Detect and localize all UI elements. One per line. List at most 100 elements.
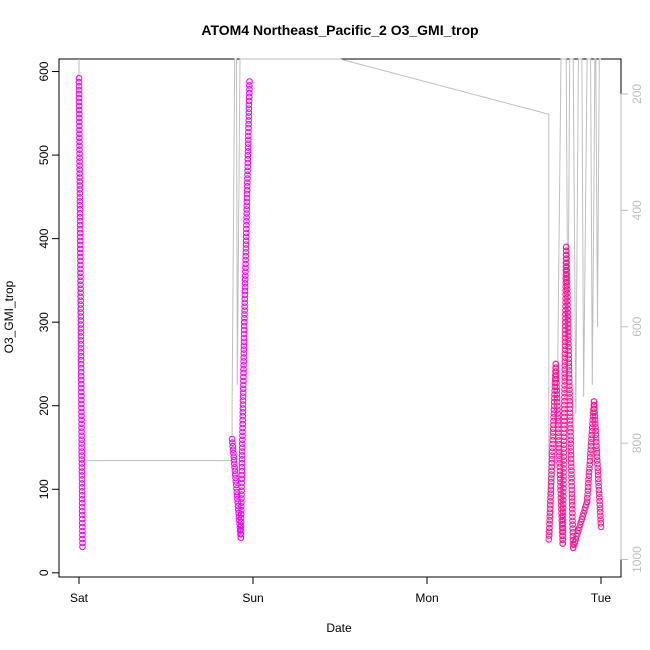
data-point: [239, 409, 247, 416]
y-right-tick-label: 800: [630, 433, 644, 453]
data-point: [553, 398, 561, 406]
data-point: [77, 325, 85, 332]
x-tick-label: Sat: [70, 591, 89, 605]
data-point: [566, 413, 574, 421]
data-point: [553, 379, 560, 387]
data-point: [565, 374, 573, 382]
data-point: [241, 299, 248, 307]
data-point: [238, 452, 246, 459]
data-point: [245, 117, 252, 124]
data-point: [592, 427, 600, 435]
data-point: [564, 316, 572, 324]
data-point: [239, 397, 247, 404]
data-point: [77, 349, 85, 356]
data-point: [560, 449, 568, 456]
data-point: [244, 171, 251, 178]
data-point: [240, 358, 247, 365]
data-point: [238, 499, 245, 506]
data-point: [76, 130, 83, 138]
series-layer: [75, 74, 605, 552]
data-point: [76, 229, 84, 237]
data-point: [563, 255, 570, 262]
data-point: [553, 383, 560, 391]
data-point: [568, 482, 576, 490]
data-point: [77, 313, 85, 320]
data-point: [79, 531, 86, 539]
data-point: [78, 444, 85, 451]
data-point: [77, 356, 85, 364]
data-point: [595, 475, 602, 483]
data-point: [596, 497, 603, 505]
data-point: [76, 166, 83, 173]
data-point: [241, 303, 248, 311]
y-axis-label: O3_GMI_trop: [2, 280, 16, 353]
data-point: [563, 251, 570, 258]
data-point: [554, 406, 561, 414]
data-point: [78, 468, 86, 475]
data-point: [76, 213, 84, 221]
data-point: [565, 340, 572, 347]
data-point: [78, 492, 86, 499]
data-point: [77, 337, 85, 344]
series-2: [545, 243, 605, 552]
data-point: [240, 381, 247, 389]
data-point: [77, 305, 84, 312]
data-point: [239, 436, 246, 444]
data-point: [237, 534, 245, 542]
data-point: [243, 210, 250, 217]
data-point: [565, 355, 573, 363]
data-point: [562, 275, 570, 282]
data-point: [576, 524, 583, 532]
data-point: [566, 390, 573, 397]
data-point: [78, 380, 85, 388]
data-point: [580, 510, 587, 517]
data-point: [547, 494, 554, 501]
data-point: [244, 152, 252, 159]
data-point: [239, 444, 246, 451]
data-point: [596, 501, 604, 509]
series-1: [75, 74, 253, 551]
data-point: [245, 132, 252, 140]
data-point: [552, 364, 560, 372]
data-point: [236, 527, 244, 535]
data-point: [241, 318, 248, 326]
data-point: [78, 384, 85, 392]
data-point: [77, 309, 84, 316]
data-point: [568, 467, 575, 474]
data-point: [238, 495, 245, 502]
data-point: [76, 134, 83, 142]
data-point: [567, 436, 575, 444]
data-point: [245, 124, 252, 132]
data-point: [554, 414, 562, 421]
data-point: [239, 416, 246, 424]
data-point: [564, 293, 571, 301]
data-point: [78, 436, 85, 444]
data-point: [230, 449, 237, 457]
data-point: [563, 270, 571, 278]
data-point: [549, 440, 556, 448]
data-point: [559, 504, 567, 512]
data-point: [76, 170, 83, 177]
data-point: [547, 498, 554, 505]
data-point: [77, 253, 84, 261]
data-point: [78, 452, 86, 459]
data-point: [553, 387, 561, 395]
data-point: [597, 512, 604, 520]
data-point: [76, 241, 84, 249]
data-point: [78, 416, 85, 424]
data-point: [77, 281, 84, 289]
data-point: [77, 329, 85, 336]
data-point: [239, 420, 246, 428]
data-point: [592, 420, 599, 428]
data-point: [243, 221, 250, 229]
data-point: [575, 527, 582, 534]
data-point: [597, 516, 604, 523]
data-point: [242, 256, 249, 264]
data-point: [78, 464, 86, 471]
x-tick-label: Tue: [591, 591, 612, 605]
data-point: [546, 524, 553, 532]
data-point: [563, 266, 571, 274]
data-point: [585, 476, 592, 483]
data-point: [566, 378, 573, 386]
data-point: [560, 484, 567, 492]
